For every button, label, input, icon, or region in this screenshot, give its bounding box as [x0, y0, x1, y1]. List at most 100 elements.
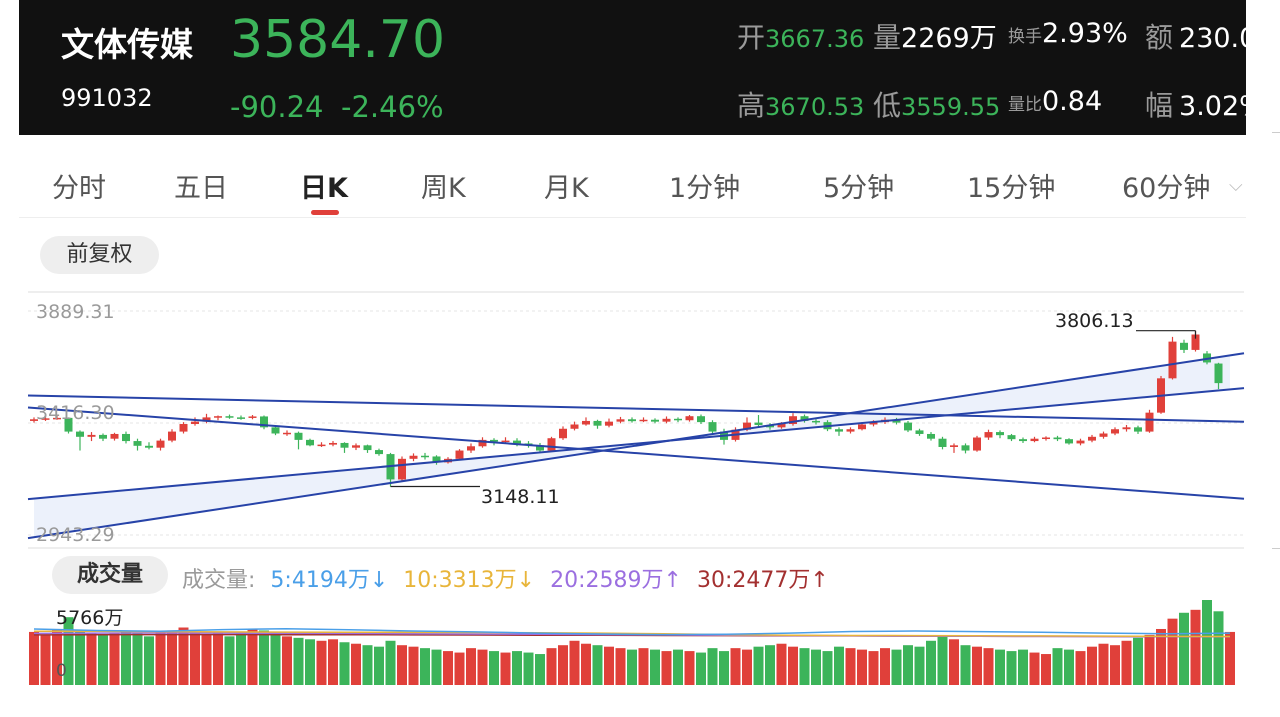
- volume-bar: [742, 649, 752, 685]
- volume-bar: [420, 648, 430, 685]
- candle-body: [306, 439, 314, 446]
- volume-bar: [316, 640, 327, 685]
- volume-bar: [719, 651, 729, 685]
- candle-body: [662, 418, 671, 422]
- ma5-arrow: ↓: [369, 568, 389, 593]
- candle-body: [156, 440, 165, 448]
- candle-body: [99, 434, 107, 439]
- volume-bar: [684, 651, 695, 685]
- stock-name: 文体传媒: [61, 25, 193, 64]
- low-mark-label: 3148.11: [481, 486, 560, 508]
- volume-bar: [236, 633, 246, 685]
- tab-5min[interactable]: 5分钟: [823, 173, 895, 204]
- candle-body: [616, 419, 625, 422]
- volume-ma30: 30:2477万: [696, 568, 811, 593]
- volume-bar: [500, 652, 511, 685]
- high-mark-label: 3806.13: [1055, 310, 1134, 332]
- tab-60min[interactable]: 60分钟: [1122, 173, 1211, 204]
- candle-body: [1088, 436, 1096, 441]
- volume-bar: [270, 634, 281, 685]
- candle-body: [835, 429, 843, 432]
- candle-body: [1168, 341, 1177, 379]
- candle-body: [398, 458, 406, 480]
- volume-bar: [788, 646, 798, 685]
- candle-body: [846, 429, 855, 432]
- tab-five-day[interactable]: 五日: [174, 173, 228, 204]
- volume-bar: [155, 631, 166, 685]
- volume-ma20: 20:2589万: [550, 568, 664, 593]
- tab-monthly-k[interactable]: 月K: [544, 173, 589, 204]
- volume-bar: [466, 648, 476, 685]
- candle-body: [858, 424, 866, 430]
- tab-intraday[interactable]: 分时: [52, 173, 106, 204]
- candle-body: [1145, 412, 1154, 432]
- candle-body: [904, 422, 912, 431]
- candle-body: [191, 421, 199, 425]
- volume-bar: [753, 646, 764, 685]
- candle-body: [708, 422, 717, 432]
- volume-bar: [1179, 612, 1189, 685]
- candle-body: [168, 431, 176, 441]
- candle-body: [478, 439, 487, 447]
- tab-1min[interactable]: 1分钟: [669, 173, 741, 204]
- volume-bar: [995, 649, 1005, 685]
- candle-body: [996, 432, 1004, 436]
- volume-max-label: 5766万: [56, 607, 123, 629]
- volume-bar: [1225, 631, 1235, 685]
- candle-body: [271, 427, 280, 434]
- candle-body: [122, 433, 130, 442]
- candle-body: [639, 419, 648, 422]
- tab-weekly-k[interactable]: 周K: [421, 173, 466, 204]
- volume-indicator-button[interactable]: 成交量: [52, 556, 168, 594]
- candle-body: [1007, 435, 1016, 440]
- candle-body: [329, 442, 337, 445]
- tab-daily-k[interactable]: 日K: [300, 173, 348, 204]
- volume-bar: [891, 649, 902, 685]
- volume-ma5: 5:4194万: [270, 568, 370, 593]
- volume-bar: [1064, 649, 1074, 685]
- candle-body: [559, 428, 567, 439]
- candle-body: [76, 431, 84, 437]
- volume-bar: [1190, 609, 1201, 685]
- volume-bar: [1213, 611, 1224, 685]
- volume-bar: [385, 640, 396, 685]
- candle-body: [674, 418, 682, 421]
- candle-body: [628, 419, 636, 422]
- volume-bar: [339, 642, 350, 685]
- candle-body: [432, 456, 441, 463]
- volume-bar: [282, 636, 292, 685]
- tab-15min[interactable]: 15分钟: [967, 173, 1056, 204]
- candle-body: [1122, 427, 1131, 430]
- volume-bar: [75, 630, 85, 685]
- volume-bar: [489, 651, 499, 685]
- volume-bar: [29, 631, 39, 685]
- volume-bar: [569, 640, 580, 685]
- chevron-down-icon[interactable]: ⌵: [1229, 175, 1243, 196]
- candle-body: [570, 424, 579, 429]
- volume-bar: [1052, 648, 1063, 685]
- volume-bar: [926, 640, 936, 685]
- volume-bar: [592, 645, 603, 685]
- volume-bar: [1098, 643, 1109, 685]
- last-price: 3584.70: [230, 10, 446, 70]
- volume-bar: [167, 630, 177, 685]
- candle-body: [1111, 429, 1119, 434]
- volume-bar: [86, 633, 97, 685]
- volume-bar: [903, 645, 913, 685]
- candle-body: [214, 416, 222, 418]
- candle-body: [973, 437, 981, 451]
- candle-body: [651, 419, 659, 422]
- candle-body: [409, 455, 418, 459]
- candle-body: [363, 445, 372, 451]
- price-change: -90.24: [230, 90, 324, 124]
- adjust-mode-button[interactable]: 前复权: [40, 236, 159, 274]
- volume-bar: [224, 636, 235, 685]
- candle-body: [1214, 363, 1223, 384]
- candle-body: [950, 445, 958, 447]
- volume-bar: [328, 639, 338, 685]
- candle-body: [317, 444, 326, 447]
- trend-line: [27, 352, 1245, 540]
- volume-bar: [1202, 600, 1212, 685]
